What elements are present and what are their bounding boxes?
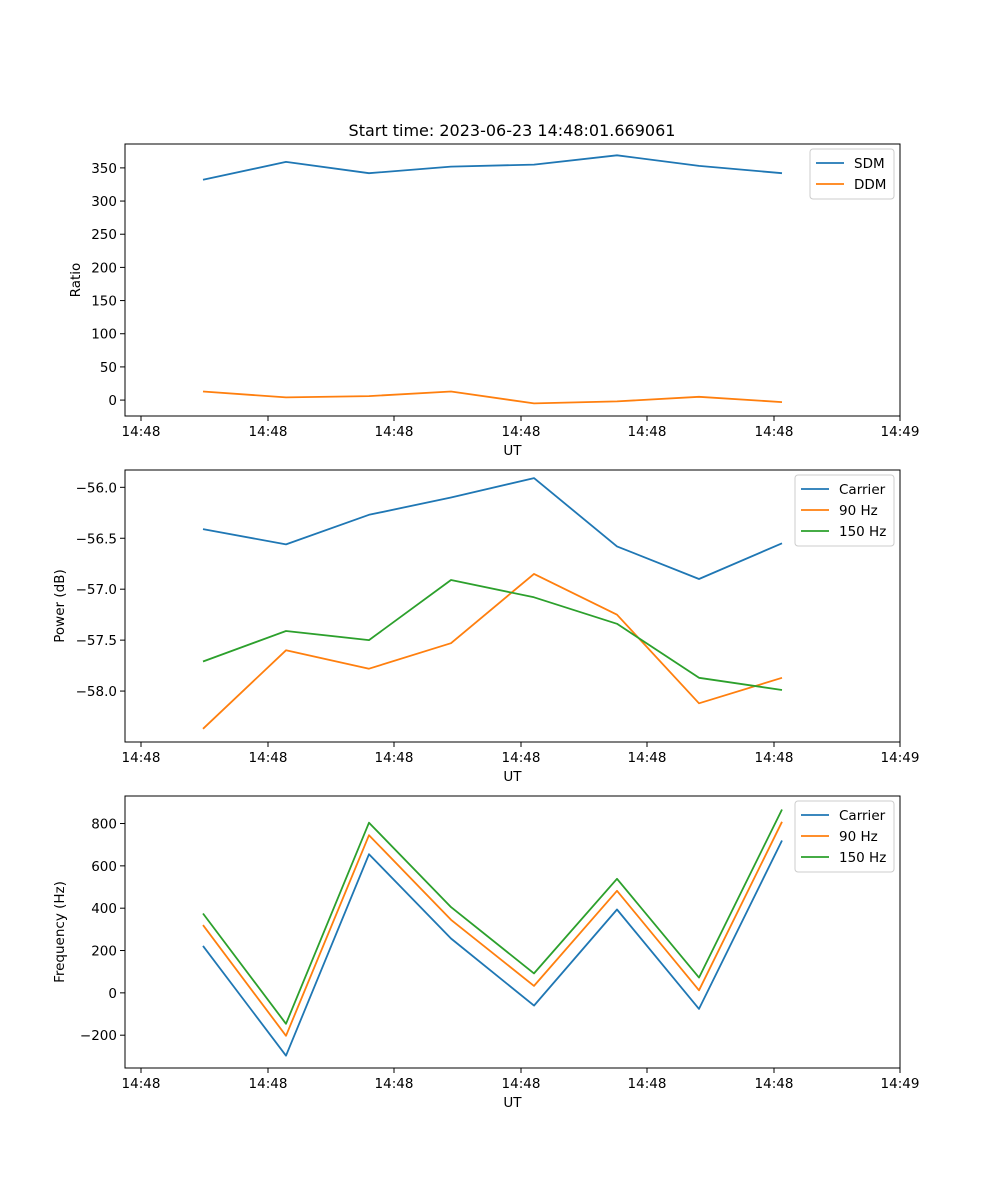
power-x-tick-label: 14:48 xyxy=(502,750,541,766)
ratio-x-tick-label: 14:48 xyxy=(249,424,288,440)
frequency-x-axis-label: UT xyxy=(503,1095,522,1111)
power-series-line-90-hz xyxy=(202,573,783,730)
power-y-tick-label: −57.0 xyxy=(76,582,117,598)
power-legend-label: Carrier xyxy=(839,482,886,498)
frequency-legend: Carrier 90 Hz 150 Hz xyxy=(794,800,895,873)
power-y-axis-label: Power (dB) xyxy=(52,569,68,642)
power-legend-box xyxy=(794,474,895,547)
ratio-legend-label: SDM xyxy=(854,156,885,172)
ratio-panel: 0 50 100 150 200 250 300 350 14:48 14:48 14:48 14:4… xyxy=(68,143,920,459)
frequency-legend-label: 90 Hz xyxy=(839,829,878,845)
ratio-y-tick-label: 50 xyxy=(100,360,117,376)
power-x-tick-label: 14:48 xyxy=(755,750,794,766)
ratio-series-line-sdm xyxy=(202,154,783,181)
power-y-tick-label: −56.5 xyxy=(76,531,117,547)
frequency-y-axis-label: Frequency (Hz) xyxy=(52,881,68,983)
power-panel: −58.0 −57.5 −57.0 −56.5 −56.0 14:48 14:48 14:48… xyxy=(52,469,920,785)
ratio-y-axis-label: Ratio xyxy=(68,263,84,298)
frequency-series-line-90-hz xyxy=(202,821,783,1037)
ratio-x-tick-label: 14:48 xyxy=(628,424,667,440)
ratio-x-tick-label: 14:48 xyxy=(375,424,414,440)
ratio-legend: SDM DDM xyxy=(809,148,895,200)
ratio-x-axis-label: UT xyxy=(503,443,522,459)
power-legend: Carrier 90 Hz 150 Hz xyxy=(794,474,895,547)
power-y-tick-label: −57.5 xyxy=(76,633,117,649)
ratio-x-tick-label: 14:49 xyxy=(881,424,920,440)
power-series-line-carrier xyxy=(202,477,783,580)
ratio-y-tick-label: 250 xyxy=(91,227,117,243)
power-series-line-150-hz xyxy=(202,579,783,691)
power-x-axis-label: UT xyxy=(503,769,522,785)
ratio-y-tick-label: 300 xyxy=(91,194,117,210)
ratio-legend-box xyxy=(809,148,895,200)
frequency-x-tick-label: 14:48 xyxy=(249,1076,288,1092)
frequency-axes-frame xyxy=(124,795,901,1069)
frequency-x-tick-label: 14:48 xyxy=(375,1076,414,1092)
frequency-y-tick-label: 800 xyxy=(91,817,117,833)
frequency-y-tick-label: −200 xyxy=(80,1028,117,1044)
frequency-legend-box xyxy=(794,800,895,873)
frequency-legend-label: 150 Hz xyxy=(839,850,886,866)
ratio-y-tick-label: 150 xyxy=(91,294,117,310)
ratio-y-tick-label: 0 xyxy=(108,393,117,409)
ratio-series-line-ddm xyxy=(202,390,783,405)
frequency-series-line-150-hz xyxy=(202,809,783,1025)
frequency-y-tick-label: 400 xyxy=(91,901,117,917)
frequency-y-tick-label: 200 xyxy=(91,944,117,960)
power-x-tick-label: 14:48 xyxy=(249,750,288,766)
ratio-y-tick-label: 100 xyxy=(91,327,117,343)
figure-title: Start time: 2023-06-23 14:48:01.669061 xyxy=(349,121,676,140)
power-y-tick-label: −58.0 xyxy=(76,684,117,700)
ratio-y-tick-label: 200 xyxy=(91,260,117,276)
frequency-x-tick-label: 14:48 xyxy=(502,1076,541,1092)
power-legend-label: 150 Hz xyxy=(839,524,886,540)
ratio-x-tick-label: 14:48 xyxy=(755,424,794,440)
power-x-tick-label: 14:49 xyxy=(881,750,920,766)
frequency-panel: −200 0 200 400 600 800 14:48 14:48 14:48 14:48 14:… xyxy=(52,795,920,1111)
power-x-tick-label: 14:48 xyxy=(628,750,667,766)
frequency-y-tick-label: 600 xyxy=(91,859,117,875)
frequency-series-line-carrier xyxy=(202,840,783,1057)
ratio-legend-label: DDM xyxy=(854,177,886,193)
frequency-x-tick-label: 14:48 xyxy=(755,1076,794,1092)
frequency-x-tick-label: 14:48 xyxy=(122,1076,161,1092)
power-y-tick-label: −56.0 xyxy=(76,480,117,496)
ratio-axes-frame xyxy=(124,143,901,417)
power-x-tick-label: 14:48 xyxy=(122,750,161,766)
frequency-x-tick-label: 14:49 xyxy=(881,1076,920,1092)
frequency-x-tick-label: 14:48 xyxy=(628,1076,667,1092)
ratio-x-tick-label: 14:48 xyxy=(122,424,161,440)
ratio-x-tick-label: 14:48 xyxy=(502,424,541,440)
frequency-legend-label: Carrier xyxy=(839,808,886,824)
power-x-tick-label: 14:48 xyxy=(375,750,414,766)
frequency-y-tick-label: 0 xyxy=(108,986,117,1002)
ratio-y-tick-label: 350 xyxy=(91,161,117,177)
power-axes-frame xyxy=(124,469,901,743)
power-legend-label: 90 Hz xyxy=(839,503,878,519)
